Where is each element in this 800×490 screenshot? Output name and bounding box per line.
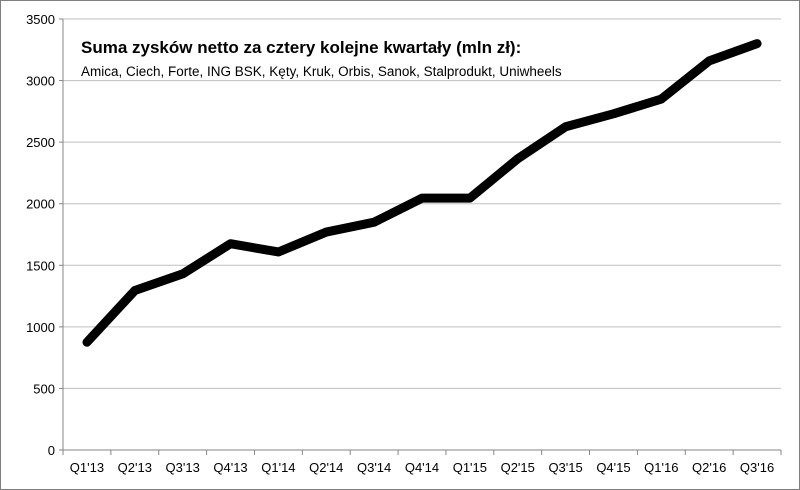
- data-point: [84, 340, 89, 345]
- data-point: [324, 230, 329, 235]
- y-tick-label: 3000: [26, 74, 55, 89]
- x-tick-label: Q2'13: [118, 460, 152, 475]
- data-point: [132, 288, 137, 293]
- chart-title: Suma zysków netto za cztery kolejne kwar…: [81, 38, 521, 57]
- x-tick-label: Q1'15: [453, 460, 487, 475]
- y-tick-label: 1000: [26, 320, 55, 335]
- x-axis: Q1'13 Q2'13 Q3'13 Q4'13 Q1'14 Q2'14 Q3'14 Q4'14…: [62, 449, 782, 475]
- x-tick-label: Q4'14: [405, 460, 439, 475]
- data-point: [515, 156, 520, 161]
- x-tick-label: Q2'15: [501, 460, 535, 475]
- y-tick-label: 2000: [26, 197, 55, 212]
- data-point: [467, 196, 472, 201]
- chart-subtitle: Amica, Ciech, Forte, ING BSK, Kęty, Kruk…: [81, 64, 562, 79]
- y-tick-label: 500: [33, 381, 55, 396]
- x-tick-label: Q1'16: [644, 460, 678, 475]
- series-line: [82, 39, 762, 347]
- x-tick-label: Q4'13: [213, 460, 247, 475]
- data-point: [180, 271, 185, 276]
- x-tick-label: Q2'14: [309, 460, 343, 475]
- y-tick-label: 0: [48, 443, 55, 458]
- x-tick-label: Q3'16: [740, 460, 774, 475]
- data-point: [228, 241, 233, 246]
- x-tick-label: Q4'15: [596, 460, 630, 475]
- y-tick-label: 1500: [26, 258, 55, 273]
- x-tick-label: Q3'15: [548, 460, 582, 475]
- gridlines: [63, 18, 781, 389]
- data-point: [372, 220, 377, 225]
- data-point: [659, 97, 664, 102]
- y-tick-label: 3500: [26, 12, 55, 27]
- data-point: [707, 58, 712, 63]
- x-tick-label: Q1'14: [261, 460, 295, 475]
- data-point: [611, 111, 616, 116]
- series-line-group: [82, 39, 762, 347]
- x-tick-label: Q2'16: [692, 460, 726, 475]
- data-point: [276, 249, 281, 254]
- data-point: [563, 124, 568, 129]
- y-tick-label: 2500: [26, 135, 55, 150]
- y-axis: 0 500 1000 1500 2000 2500 3000 3500: [26, 12, 64, 458]
- data-point: [420, 196, 424, 201]
- x-tick-label: Q1'13: [70, 460, 104, 475]
- data-point: [755, 41, 760, 46]
- x-tick-label: Q3'14: [357, 460, 391, 475]
- x-tick-label: Q3'13: [166, 460, 200, 475]
